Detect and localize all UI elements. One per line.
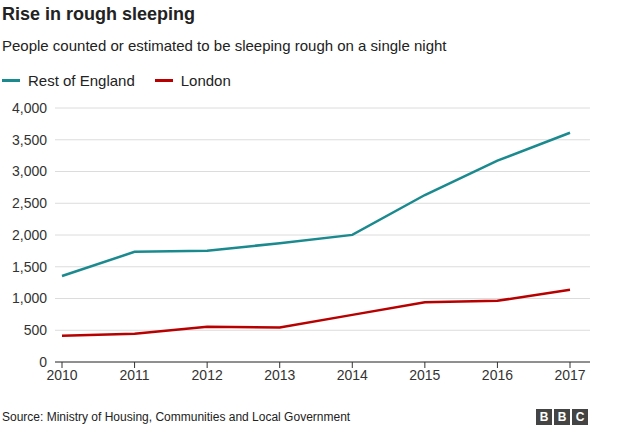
svg-text:2016: 2016 [482, 367, 513, 383]
svg-text:3,000: 3,000 [12, 163, 47, 179]
svg-text:2010: 2010 [46, 367, 77, 383]
svg-text:2015: 2015 [409, 367, 440, 383]
svg-text:500: 500 [24, 322, 48, 338]
svg-text:2013: 2013 [264, 367, 295, 383]
svg-text:1,500: 1,500 [12, 259, 47, 275]
svg-text:4,000: 4,000 [12, 100, 47, 116]
svg-text:2012: 2012 [192, 367, 223, 383]
html-text:Rise in rough sleeping: Rise in rough sleeping [2, 4, 195, 24]
html-text:Rest of England: Rest of England [28, 72, 135, 89]
svg-text:0: 0 [39, 354, 47, 370]
svg-text:2014: 2014 [337, 367, 368, 383]
html-text:B: B [539, 410, 549, 424]
svg-text:2,500: 2,500 [12, 195, 47, 211]
html-text:London: London [180, 72, 231, 89]
html-text:Source: Ministry of Housing, C: Source: Ministry of Housing, Communities… [2, 410, 351, 424]
svg-text:3,500: 3,500 [12, 132, 47, 148]
svg-text:1,000: 1,000 [12, 290, 47, 306]
html-text:B: B [557, 410, 567, 424]
svg-text:2017: 2017 [554, 367, 585, 383]
svg-text:2,000: 2,000 [12, 227, 47, 243]
svg-text:2011: 2011 [120, 367, 150, 383]
html-text:People counted or estimated to: People counted or estimated to be sleepi… [2, 37, 447, 54]
html-text:C: C [575, 410, 585, 424]
